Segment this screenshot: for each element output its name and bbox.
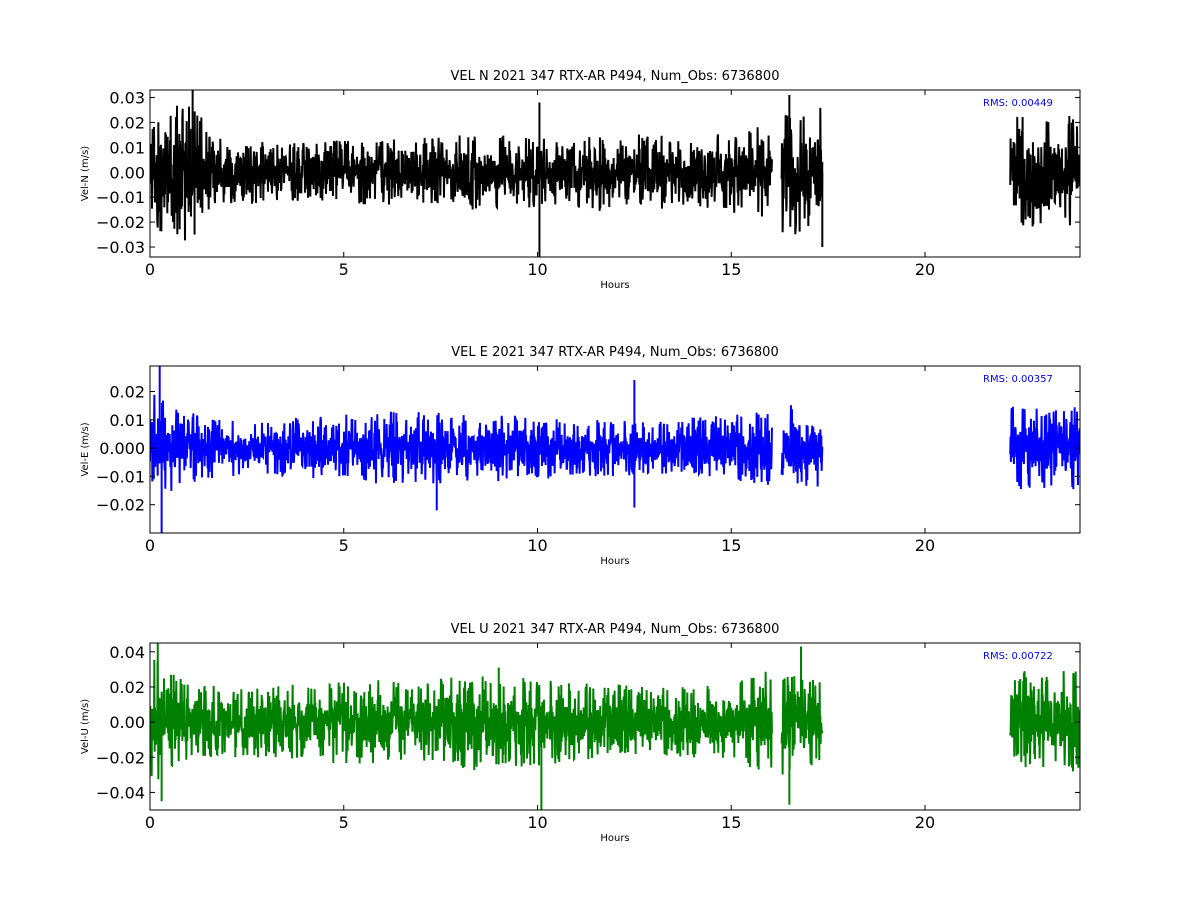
x-tick-label: 0 <box>145 260 155 279</box>
panel-2: 0 5 10 15 20 −0.02 −0.01 0.000 0.01 0.02 VEL E 202… <box>80 345 1081 567</box>
x-axis-label: Hours <box>600 556 629 567</box>
series-segment <box>780 107 824 235</box>
axes-frame <box>149 365 1081 534</box>
y-tick-label: 0.04 <box>109 643 145 662</box>
x-tick-label: 20 <box>915 536 935 555</box>
rms-annotation: RMS: 0.00449 <box>983 98 1053 109</box>
y-tick-label: 0.02 <box>109 678 145 697</box>
y-axis-label: Vel-E (m/s) <box>80 422 91 476</box>
chart-title: VEL U 2021 347 RTX-AR P494, Num_Obs: 673… <box>451 622 780 637</box>
series-segment <box>1009 671 1080 772</box>
x-tick-label: 10 <box>527 260 547 279</box>
x-tick-label: 5 <box>339 260 349 279</box>
y-tick-label: −0.03 <box>96 238 145 257</box>
x-tick-label: 0 <box>145 536 155 555</box>
y-tick-label: −0.02 <box>96 748 145 767</box>
x-tick-label: 5 <box>339 536 349 555</box>
y-tick-label: −0.04 <box>96 783 145 802</box>
y-axis-label: Vel-N (m/s) <box>80 146 91 201</box>
y-tick-label: 0.02 <box>109 113 145 132</box>
x-tick-label: 20 <box>915 260 935 279</box>
y-tick-label: 0.03 <box>109 88 145 107</box>
x-tick-label: 10 <box>527 813 547 832</box>
chart-title: VEL E 2021 347 RTX-AR P494, Num_Obs: 673… <box>451 345 778 360</box>
y-tick-label: 0.000 <box>99 439 145 458</box>
x-axis-label: Hours <box>600 833 629 844</box>
x-tick-label: 0 <box>145 813 155 832</box>
series-segment <box>1009 116 1080 227</box>
y-tick-label: −0.02 <box>96 496 145 515</box>
axes-frame <box>149 642 1081 811</box>
x-tick-label: 10 <box>527 536 547 555</box>
x-tick-label: 15 <box>721 813 741 832</box>
x-tick-label: 20 <box>915 813 935 832</box>
y-tick-label: −0.02 <box>96 213 145 232</box>
y-tick-label: −0.01 <box>96 188 145 207</box>
y-tick-label: 0.01 <box>109 411 145 430</box>
y-tick-label: −0.01 <box>96 467 145 486</box>
series-segment <box>150 394 773 491</box>
rms-annotation: RMS: 0.00722 <box>983 651 1053 662</box>
y-tick-label: 0.00 <box>109 713 145 732</box>
series-trace-group <box>150 90 1080 257</box>
panel-3: 0 5 10 15 20 −0.04 −0.02 0.00 0.02 0.04 VEL U 2021… <box>80 622 1081 844</box>
x-tick-label: 5 <box>339 813 349 832</box>
x-tick-label: 15 <box>721 260 741 279</box>
series-segment <box>780 405 824 487</box>
series-segment <box>150 105 773 241</box>
series-trace-group <box>150 366 1080 533</box>
axes-frame <box>149 89 1081 258</box>
rms-annotation: RMS: 0.00357 <box>983 374 1053 385</box>
series-segment <box>780 676 824 775</box>
series-segment <box>1009 406 1080 490</box>
series-segment <box>150 659 773 780</box>
y-axis-label: Vel-U (m/s) <box>80 699 91 754</box>
series-trace-group <box>150 643 1080 810</box>
y-tick-label: 0.01 <box>109 138 145 157</box>
y-tick-label: 0.00 <box>109 163 145 182</box>
panel-1: 0 5 10 15 20 −0.03 −0.02 −0.01 0.00 0.01 0.02 0.03 V… <box>80 69 1081 291</box>
x-axis-label: Hours <box>600 280 629 291</box>
y-tick-label: 0.02 <box>109 382 145 401</box>
chart-title: VEL N 2021 347 RTX-AR P494, Num_Obs: 673… <box>451 69 780 84</box>
x-tick-label: 15 <box>721 536 741 555</box>
